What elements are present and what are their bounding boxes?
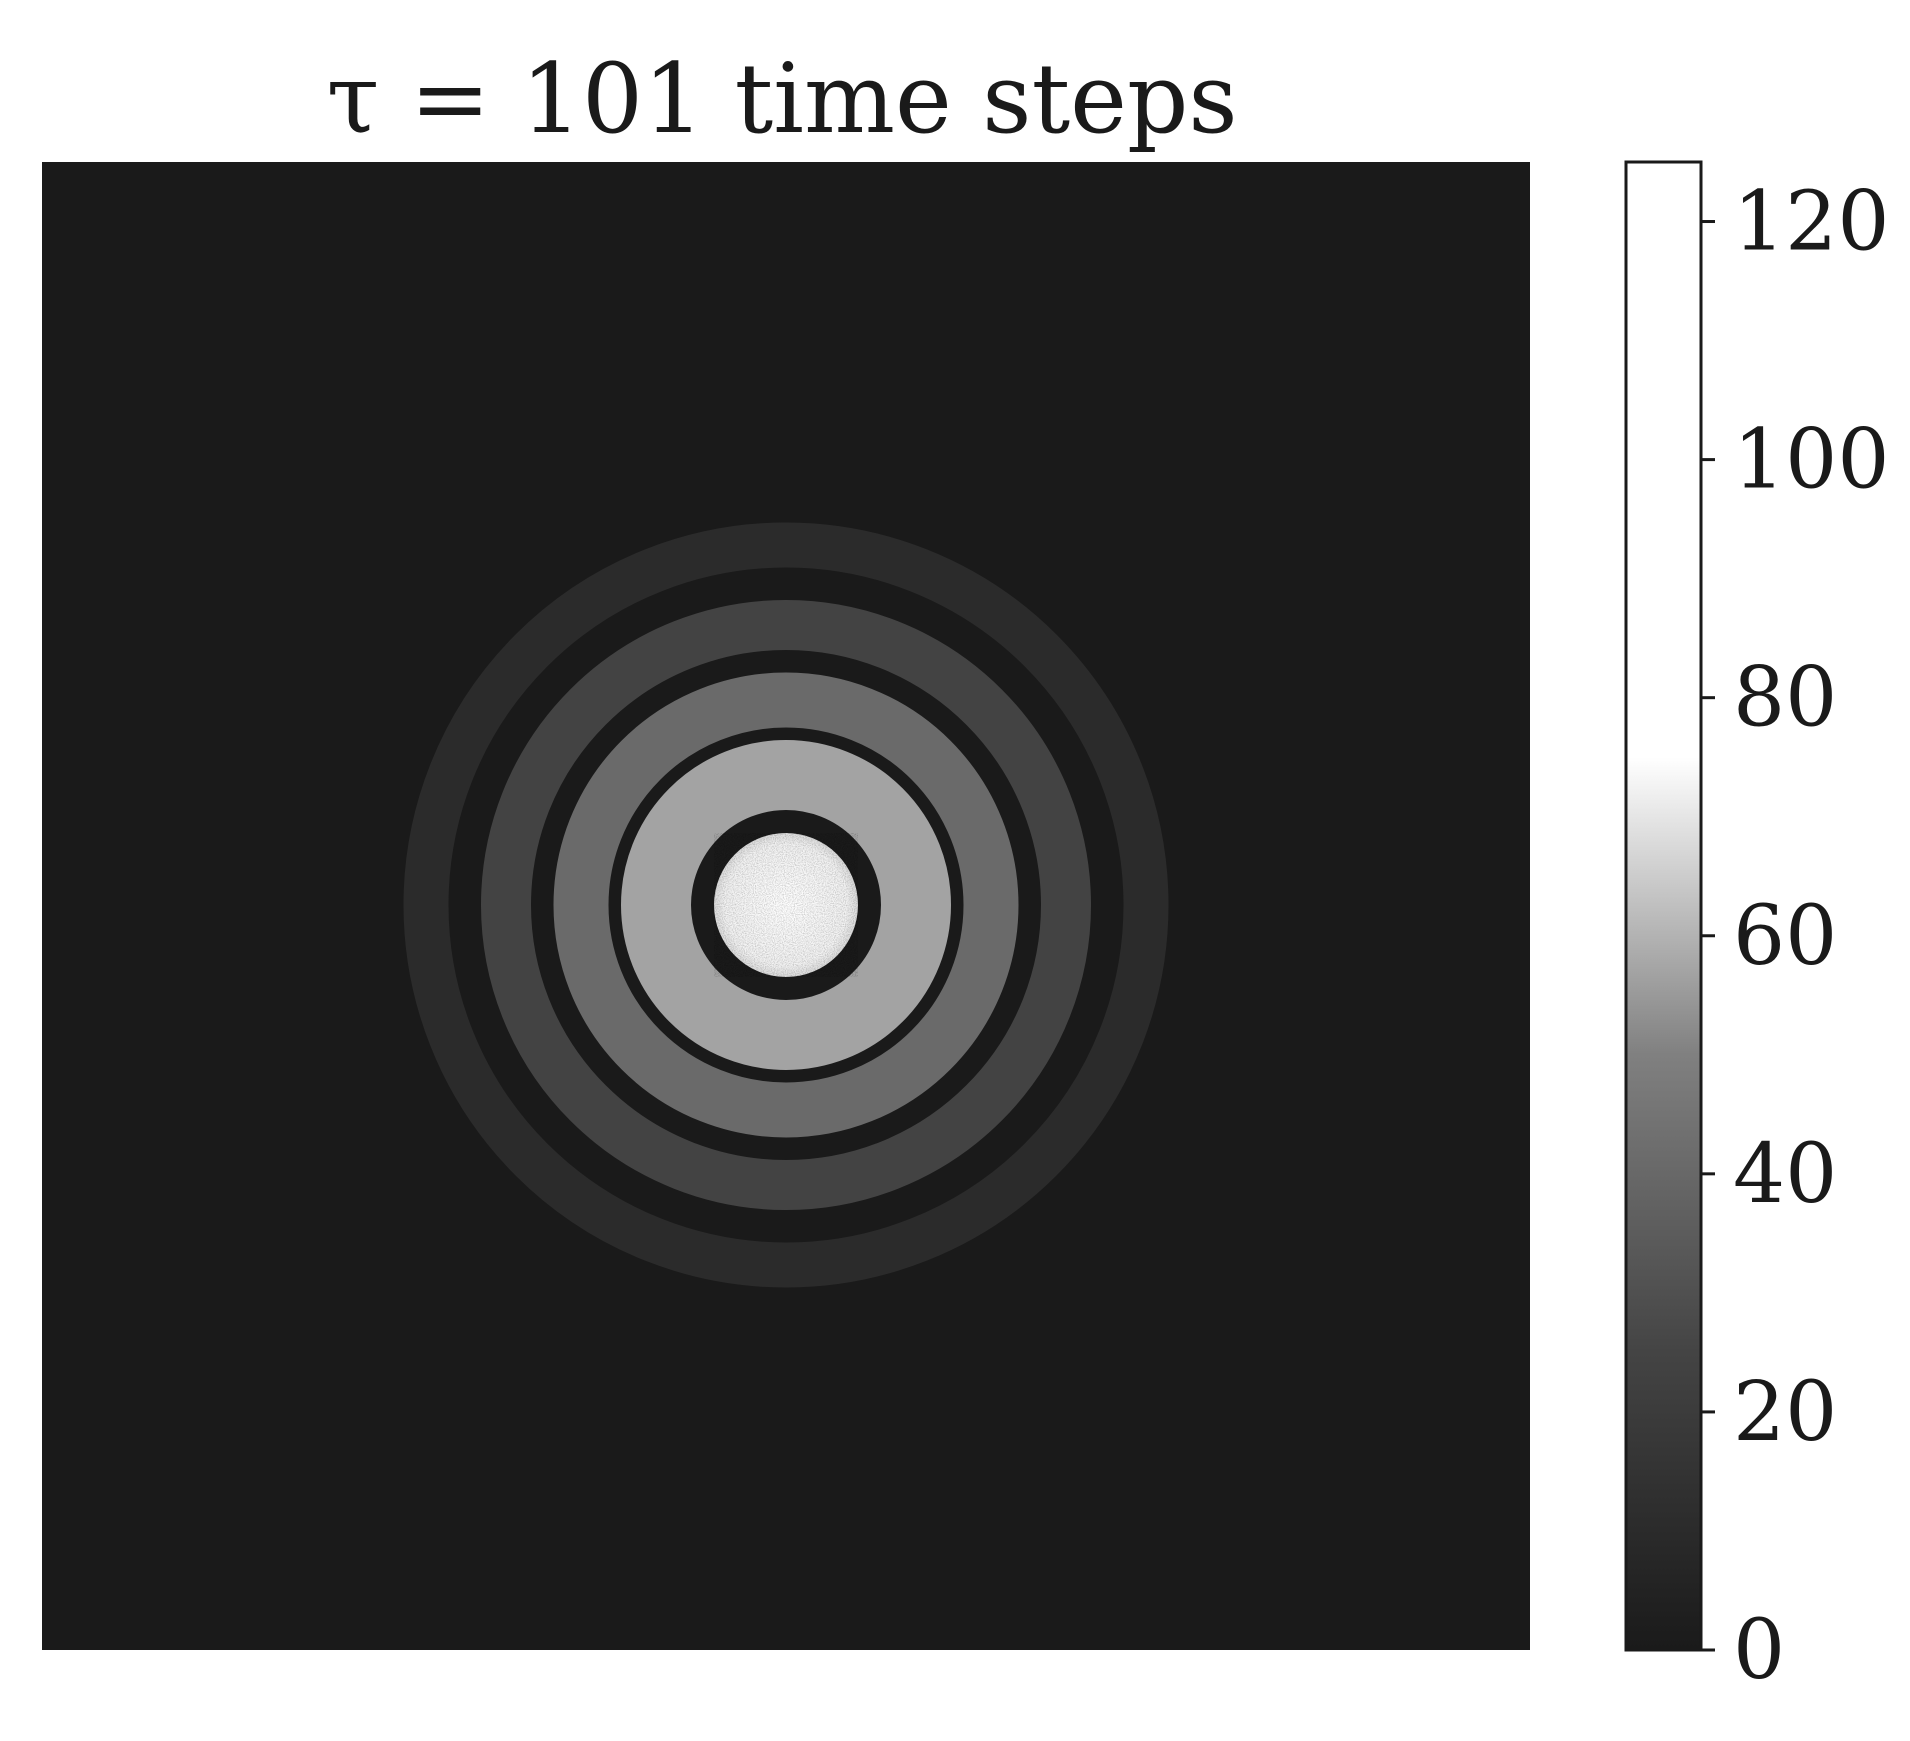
- heatmap-image: [42, 162, 1530, 1650]
- intensity-ring: [481, 600, 1091, 1210]
- chart-title: τ = 101 time steps: [326, 43, 1237, 155]
- core-grain-overlay: [714, 833, 858, 977]
- ring-pattern: [403, 522, 1169, 1288]
- colorbar: 0 20 40 60 80 100 120: [1624, 160, 1890, 1698]
- colorbar-ticks: 0 20 40 60 80 100 120: [1701, 175, 1890, 1698]
- colorbar-tick-label: 20: [1733, 1365, 1837, 1460]
- colorbar-tick-label: 40: [1733, 1127, 1837, 1222]
- colorbar-gradient: [1624, 160, 1703, 1652]
- intensity-ring: [553, 672, 1019, 1138]
- colorbar-tick-label: 120: [1733, 175, 1890, 270]
- intensity-ring: [403, 522, 1169, 1288]
- intensity-ring: [621, 740, 951, 1070]
- colorbar-tick-label: 100: [1733, 413, 1890, 508]
- colorbar-tick-label: 80: [1733, 651, 1837, 746]
- colorbar-tick-label: 0: [1733, 1603, 1785, 1698]
- colorbar-tick-label: 60: [1733, 889, 1837, 984]
